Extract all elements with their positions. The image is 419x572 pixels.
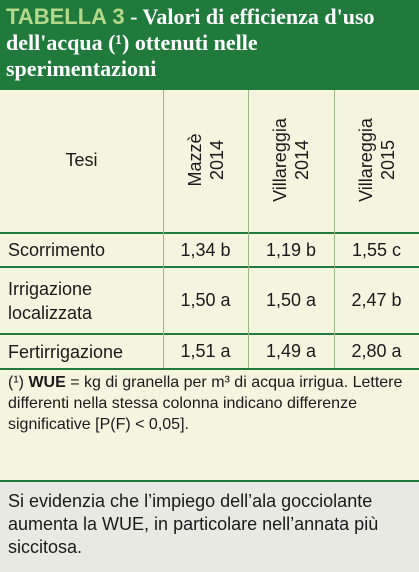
- row-line: [0, 368, 419, 370]
- cell-value: 2,47 b: [351, 290, 402, 310]
- column-header: Mazzè 2014: [184, 100, 228, 220]
- row-label: Scorrimento: [8, 240, 106, 260]
- cell-value: 2,80 a: [351, 341, 402, 361]
- cell-value: 1,50 a: [180, 290, 231, 310]
- footnote-marker: (¹): [8, 374, 24, 391]
- column-header: Villareggia 2015: [355, 100, 399, 220]
- row-line: [0, 232, 419, 234]
- cell-value: 1,19 b: [265, 239, 317, 260]
- column-header-line: Villareggia: [270, 118, 290, 202]
- cell-value: 1,49 a: [265, 341, 317, 361]
- column-line: [248, 90, 249, 368]
- column-header-line: 2014: [292, 139, 312, 181]
- cell-value: 1,34 b: [180, 239, 231, 260]
- footnote-text: = kg di granella per m³ di acqua irrigua…: [8, 374, 403, 433]
- header: TABELLA 3 - Valori di efficienza d'uso d…: [0, 0, 419, 88]
- cell-value: 1,51 a: [180, 341, 231, 361]
- row-label: Fertirrigazione: [8, 341, 124, 362]
- column-header-line: Villareggia: [355, 118, 376, 202]
- column-header-line: 2014: [206, 139, 227, 181]
- footnote-term: WUE: [28, 374, 66, 391]
- header-label: TABELLA 3: [6, 4, 125, 29]
- note: Si evidenzia che l’impiego dell’ala gocc…: [0, 480, 419, 572]
- column-header: Tesi: [65, 149, 98, 170]
- cell-value: 1,50 a: [265, 290, 317, 310]
- row-line: [0, 266, 419, 268]
- column-line: [334, 90, 335, 368]
- column-header: Villareggia 2014: [269, 100, 313, 220]
- column-header-line: 2015: [377, 139, 398, 181]
- row-line: [0, 333, 419, 335]
- header-title: - Valori di efficienza d'uso dell'acqua …: [6, 4, 375, 81]
- row-label: Irrigazione localizzata: [8, 278, 93, 323]
- row-line: [0, 88, 419, 90]
- column-header-line: Mazzè: [184, 133, 205, 187]
- cell-value: 1,55 c: [351, 239, 402, 260]
- column-line: [163, 90, 164, 368]
- footnote: (¹) WUE = kg di granella per m³ di acqua…: [8, 372, 413, 435]
